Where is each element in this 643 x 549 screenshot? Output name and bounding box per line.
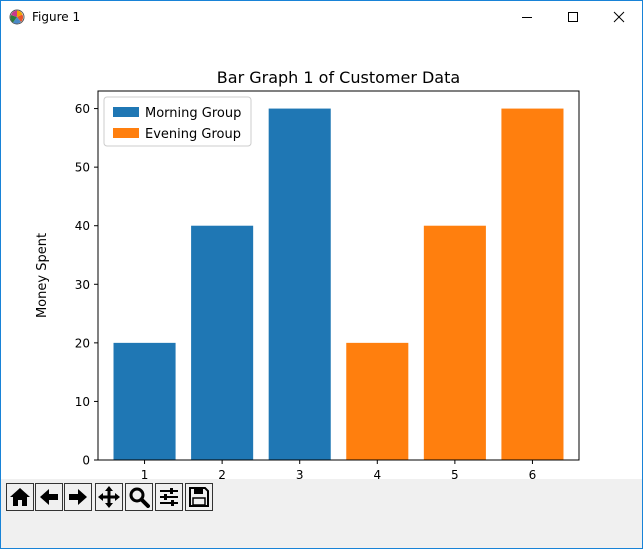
axes-frame (97, 90, 580, 461)
bar-morning-2[interactable] (191, 225, 254, 460)
y-tick-label: 10 (75, 395, 90, 409)
matplotlib-logo-icon (9, 9, 25, 25)
zoom-icon (129, 487, 150, 508)
minimize-icon (522, 17, 532, 18)
x-tick-label: 2 (218, 468, 226, 482)
bar-morning-1[interactable] (113, 342, 176, 460)
legend-swatch-morning (113, 107, 139, 117)
bar-evening-4[interactable] (346, 342, 409, 460)
back-button[interactable] (35, 483, 63, 511)
bar-evening-5[interactable] (423, 225, 486, 460)
y-tick-label: 60 (75, 102, 90, 116)
back-arrow-icon (40, 489, 58, 505)
legend-label-evening: Evening Group (145, 127, 241, 142)
window-title: Figure 1 (32, 10, 81, 24)
x-tick-label: 6 (529, 468, 537, 482)
configure-subplots-button[interactable] (155, 483, 183, 511)
y-tick-label: 40 (75, 219, 90, 233)
home-icon (10, 488, 30, 506)
pan-icon (98, 486, 120, 508)
legend-swatch-evening (113, 128, 139, 138)
bar-morning-3[interactable] (268, 108, 331, 461)
chart-title: Bar Graph 1 of Customer Data (217, 68, 460, 87)
x-tick-label: 5 (451, 468, 459, 482)
y-tick-label: 0 (82, 454, 90, 468)
save-button[interactable] (185, 483, 213, 511)
x-tick-label: 1 (141, 468, 149, 482)
minimize-button[interactable] (504, 1, 550, 33)
navigation-toolbar (1, 479, 642, 548)
title-bar[interactable]: Figure 1 (1, 1, 642, 33)
home-button[interactable] (6, 483, 34, 511)
close-button[interactable] (596, 1, 642, 33)
zoom-button[interactable] (125, 483, 153, 511)
y-tick-label: 20 (75, 336, 90, 350)
x-tick-label: 3 (296, 468, 304, 482)
maximize-icon (568, 12, 578, 22)
configure-subplots-icon (160, 488, 178, 506)
bar-evening-6[interactable] (501, 108, 564, 461)
figure-canvas[interactable]: 1 2 3 4 5 6 0 10 20 30 40 50 60 Bar Graph 1 of Custom… (1, 33, 642, 510)
close-icon (613, 11, 625, 23)
maximize-button[interactable] (550, 1, 596, 33)
legend-label-morning: Morning Group (145, 106, 241, 121)
save-icon (189, 487, 209, 507)
forward-arrow-icon (69, 489, 87, 505)
y-tick-label: 50 (75, 161, 90, 175)
forward-button[interactable] (64, 483, 92, 511)
y-axis-label: Money Spent (35, 233, 50, 318)
y-tick-label: 30 (75, 278, 90, 292)
x-tick-label: 4 (373, 468, 381, 482)
pan-button[interactable] (95, 483, 123, 511)
legend-box (103, 96, 252, 147)
